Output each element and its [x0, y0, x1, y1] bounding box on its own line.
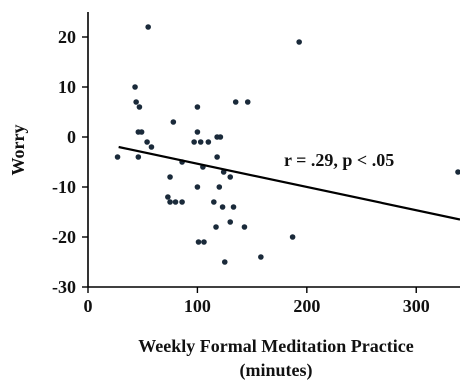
regression-line: [118, 145, 460, 221]
data-point: [136, 104, 143, 110]
data-point: [194, 104, 201, 110]
data-point: [221, 259, 228, 265]
data-point: [216, 184, 223, 190]
data-point: [244, 99, 251, 105]
y-tick-label: -20: [52, 227, 76, 247]
data-point: [227, 219, 234, 225]
data-point: [194, 184, 201, 190]
data-point: [167, 199, 173, 205]
data-point: [230, 204, 237, 210]
x-tick-label: 0: [84, 296, 93, 316]
data-point: [201, 239, 207, 245]
y-tick-label: 20: [58, 27, 76, 47]
x-axis-title-line2: (minutes): [240, 360, 313, 381]
x-axis-title-line1: Weekly Formal Meditation Practice: [138, 336, 413, 356]
data-point: [455, 169, 460, 175]
data-point: [191, 139, 197, 145]
x-tick-label: 100: [184, 296, 211, 316]
data-point: [241, 224, 248, 230]
data-point: [289, 234, 296, 240]
data-point: [227, 174, 234, 180]
correlation-annotation: r = .29, p < .05: [284, 150, 394, 170]
y-axis-title: Worry: [8, 125, 28, 176]
data-point: [232, 99, 239, 105]
data-point: [144, 139, 150, 145]
data-point: [172, 199, 179, 205]
data-point: [114, 154, 121, 160]
data-point: [296, 39, 302, 45]
data-point: [179, 199, 185, 205]
data-point: [167, 174, 173, 180]
data-point: [213, 224, 219, 230]
y-tick-label: -30: [52, 277, 76, 297]
data-point: [197, 139, 204, 145]
y-tick-label: -10: [52, 177, 76, 197]
data-point: [217, 134, 224, 140]
data-point: [195, 239, 202, 245]
data-point: [211, 199, 217, 205]
plot-area: [114, 24, 460, 265]
data-point: [214, 154, 220, 160]
data-point: [138, 129, 145, 135]
data-point: [170, 119, 177, 125]
x-tick-label: 300: [403, 296, 430, 316]
y-tick-label: 0: [67, 127, 76, 147]
x-tick-label: 200: [293, 296, 320, 316]
data-point: [148, 144, 155, 150]
data-point: [165, 194, 171, 200]
data-point: [135, 154, 142, 160]
data-point: [194, 129, 201, 135]
data-point: [219, 204, 226, 210]
data-point: [258, 254, 264, 260]
y-tick-label: 10: [58, 77, 76, 97]
data-point: [205, 139, 212, 145]
data-point: [133, 99, 139, 105]
data-point: [132, 84, 138, 90]
data-point: [145, 24, 151, 30]
